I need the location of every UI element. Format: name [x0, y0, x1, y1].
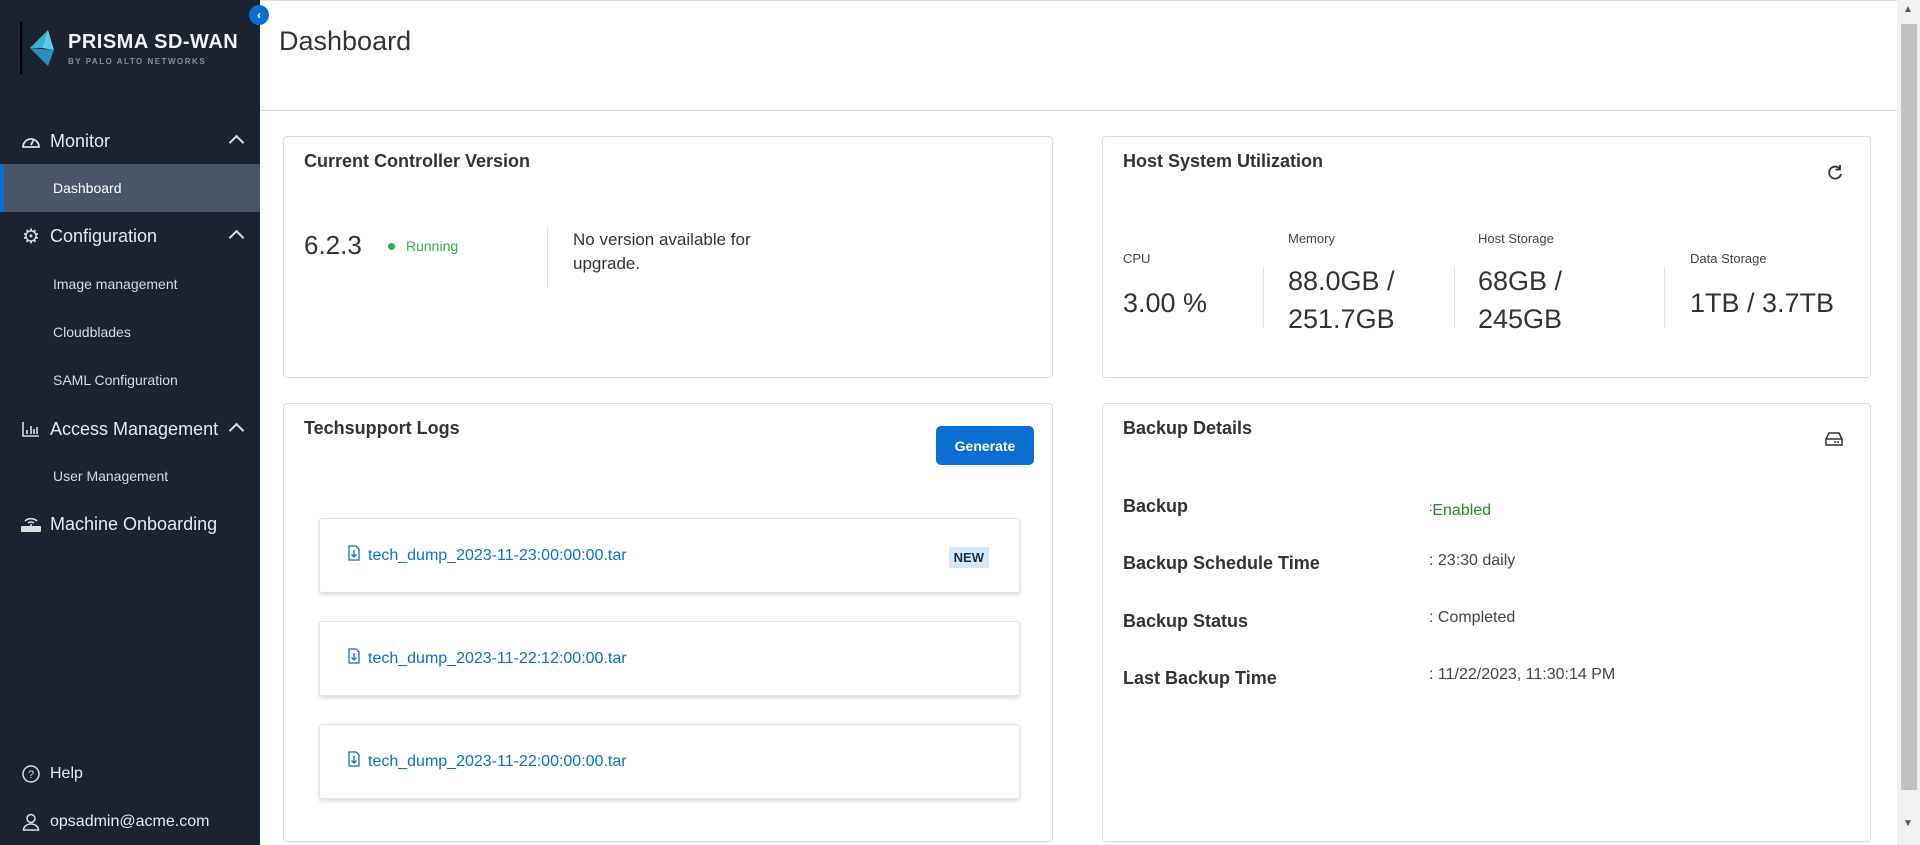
controller-version: 6.2.3 [304, 230, 362, 260]
log-item[interactable]: tech_dump_2023-11-22:12:00:00.tar [319, 621, 1020, 696]
metric-data-storage: Data Storage 1TB / 3.7TB [1690, 251, 1835, 318]
scroll-down-icon[interactable]: ▼ [1903, 818, 1913, 829]
help-icon: ? [20, 765, 42, 783]
metric-cpu: CPU 3.00 % [1123, 251, 1208, 318]
sidebar-item-image-management[interactable]: Image management [53, 276, 178, 292]
scrollbar-thumb[interactable] [1901, 24, 1917, 790]
backup-status-value: : Completed [1429, 609, 1516, 626]
log-item[interactable]: tech_dump_2023-11-23:00:00:00.tar NEW [319, 518, 1020, 593]
chevron-up-icon[interactable] [228, 229, 245, 246]
prisma-logo: PRISMA SD-WAN BY PALO ALTO NETWORKS [20, 22, 238, 74]
user-menu[interactable]: opsadmin@acme.com [0, 800, 260, 844]
status-badge: Running [388, 238, 458, 254]
prisma-logo-icon [30, 30, 54, 66]
file-download-icon [348, 751, 360, 772]
sidebar-item-dashboard[interactable]: Dashboard [0, 164, 260, 212]
divider [1263, 267, 1264, 328]
last-backup-label: Last Backup Time [1123, 668, 1277, 688]
help-link[interactable]: ? Help [0, 752, 260, 796]
sidebar-item-user-management[interactable]: User Management [53, 468, 169, 484]
backup-schedule-label: Backup Schedule Time [1123, 553, 1320, 573]
divider [1454, 267, 1455, 328]
router-icon [20, 515, 42, 533]
file-download-icon [348, 545, 360, 566]
divider [547, 227, 548, 288]
refresh-icon[interactable] [1826, 164, 1844, 187]
sidebar-item-cloudblades[interactable]: Cloudblades [53, 324, 131, 340]
backup-status-label: Backup Status [1123, 611, 1249, 631]
backup-details-card: Backup Details Backup :Enabled Backup Sc… [1102, 403, 1871, 842]
user-icon [20, 813, 42, 831]
last-backup-value: : 11/22/2023, 11:30:14 PM [1429, 666, 1616, 683]
chevron-up-icon[interactable] [228, 422, 245, 439]
sidebar-section-configuration[interactable]: ⚙ Configuration [0, 214, 260, 258]
new-badge: NEW [948, 547, 989, 568]
hard-drive-icon[interactable] [1825, 432, 1843, 451]
backup-value: :Enabled [1429, 500, 1492, 519]
controller-version-card: Current Controller Version 6.2.3 Running… [283, 136, 1053, 378]
sidebar-section-access-management[interactable]: Access Management [0, 407, 260, 451]
gear-icon: ⚙ [22, 225, 40, 248]
status-dot-icon [388, 242, 395, 250]
page-title: Dashboard [279, 26, 412, 56]
divider [1664, 267, 1665, 328]
bar-chart-icon [20, 421, 42, 437]
gauge-icon [20, 133, 42, 149]
host-utilization-card: Host System Utilization CPU 3.00 % Memory… [1102, 136, 1871, 378]
techsupport-logs-card: Techsupport Logs Generate tech_dump_2023… [283, 403, 1053, 842]
page-header: Dashboard [260, 0, 1897, 111]
upgrade-message: No version available for upgrade. [573, 230, 751, 273]
backup-label: Backup [1123, 496, 1189, 516]
metric-memory: Memory 88.0GB / 251.7GB [1288, 231, 1395, 334]
scroll-up-icon[interactable]: ▲ [1903, 4, 1913, 15]
log-item[interactable]: tech_dump_2023-11-22:00:00:00.tar [319, 724, 1020, 799]
sidebar-section-machine-onboarding[interactable]: Machine Onboarding [0, 502, 260, 546]
sidebar-item-saml-configuration[interactable]: SAML Configuration [53, 372, 178, 388]
collapse-sidebar-button[interactable]: ‹ [249, 5, 269, 25]
backup-schedule-value: : 23:30 daily [1429, 552, 1516, 569]
chevron-up-icon[interactable] [228, 134, 245, 151]
file-download-icon [348, 648, 360, 669]
metric-host-storage: Host Storage 68GB / 245GB [1478, 231, 1563, 334]
sidebar: PRISMA SD-WAN BY PALO ALTO NETWORKS ‹ Mo… [0, 0, 269, 845]
generate-button[interactable]: Generate [936, 426, 1034, 465]
scrollbar[interactable]: ▲ ▼ [1897, 0, 1920, 845]
svg-text:?: ? [28, 769, 34, 781]
sidebar-section-monitor[interactable]: Monitor [0, 119, 260, 163]
